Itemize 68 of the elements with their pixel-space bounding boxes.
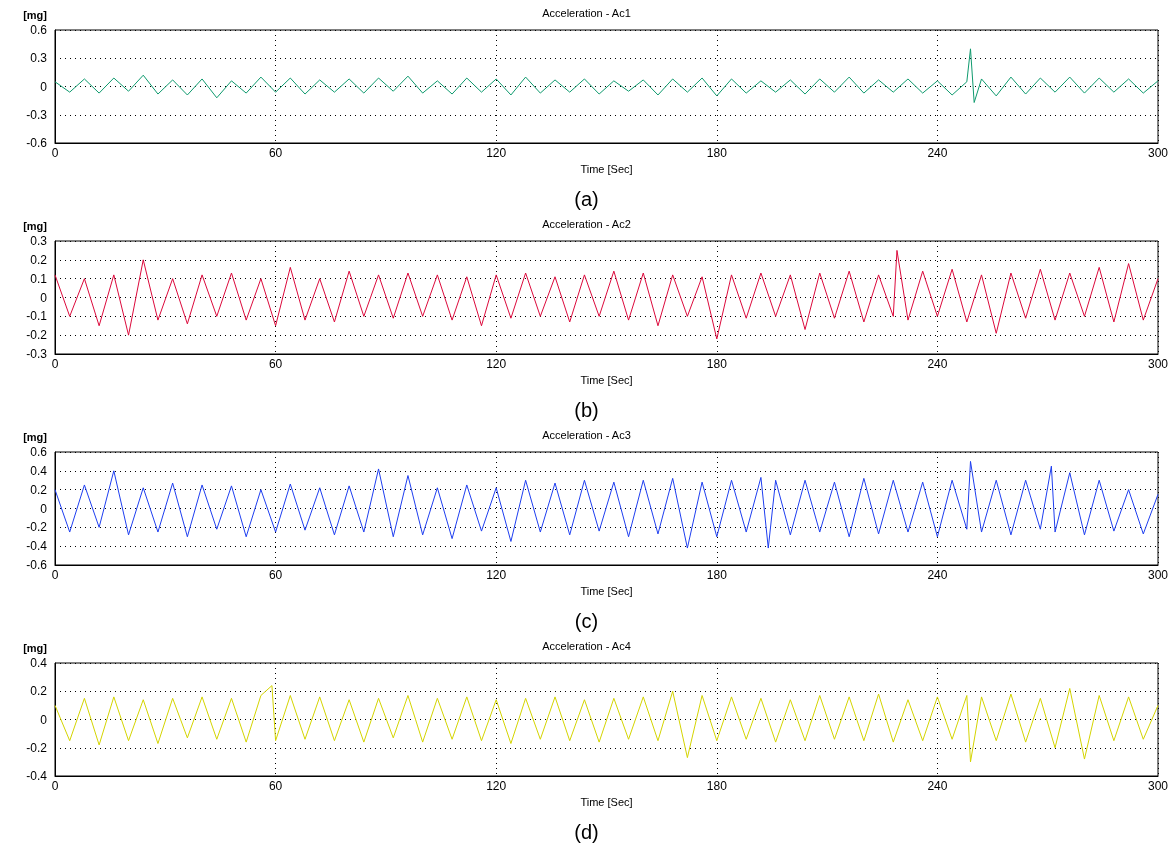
x-tick-label: 180 bbox=[706, 568, 728, 582]
x-tick-label: 60 bbox=[268, 357, 283, 371]
y-tick-label: 0.2 bbox=[30, 252, 48, 267]
y-tick-label: 0.4 bbox=[30, 656, 48, 670]
y-tick-label: -0.2 bbox=[26, 328, 48, 343]
y-tick-label: 0 bbox=[40, 79, 48, 94]
x-tick-label: 300 bbox=[1147, 357, 1169, 371]
x-axis-title: Time [Sec] bbox=[580, 374, 633, 387]
y-tick-label: -0.4 bbox=[26, 769, 48, 783]
y-tick-label: -0.4 bbox=[26, 539, 48, 554]
y-tick-label: 0.1 bbox=[30, 271, 48, 286]
x-axis-title: Time [Sec] bbox=[580, 796, 633, 809]
x-tick-label: 180 bbox=[706, 146, 728, 160]
y-tick-label: 0.4 bbox=[30, 463, 48, 478]
y-tick-label: 0.3 bbox=[30, 234, 48, 248]
x-tick-label: 240 bbox=[927, 779, 948, 793]
x-tick-label: 120 bbox=[486, 146, 507, 160]
x-tick-label: 0 bbox=[51, 568, 59, 582]
y-tick-label: 0.6 bbox=[30, 445, 48, 459]
x-tick-label: 180 bbox=[706, 779, 728, 793]
text: (b) bbox=[574, 399, 599, 421]
y-axis-title: [mg] bbox=[23, 8, 48, 21]
y-axis-title: [mg] bbox=[23, 641, 48, 654]
chart-title: Acceleration - Ac4 bbox=[542, 639, 631, 652]
x-tick-label: 300 bbox=[1147, 146, 1169, 160]
x-tick-label: 240 bbox=[927, 357, 948, 371]
x-tick-label: 300 bbox=[1147, 568, 1169, 582]
x-tick-label: 180 bbox=[706, 357, 728, 371]
y-tick-label: 0 bbox=[40, 501, 48, 516]
x-tick-label: 0 bbox=[51, 779, 59, 793]
x-tick-label: 300 bbox=[1147, 779, 1169, 793]
y-tick-label: -0.1 bbox=[26, 309, 48, 324]
x-tick-label: 0 bbox=[51, 357, 59, 371]
y-tick-label: 0.3 bbox=[30, 51, 48, 66]
y-tick-label: -0.2 bbox=[26, 740, 48, 755]
x-tick-label: 60 bbox=[268, 146, 283, 160]
y-tick-label: 0.2 bbox=[30, 684, 48, 699]
x-tick-label: 120 bbox=[486, 568, 507, 582]
chart-title: Acceleration - Ac3 bbox=[542, 428, 631, 441]
y-axis-title: [mg] bbox=[23, 430, 48, 443]
y-axis-title: [mg] bbox=[23, 219, 48, 232]
x-tick-label: 120 bbox=[486, 357, 507, 371]
x-tick-label: 0 bbox=[51, 146, 59, 160]
x-tick-label: 120 bbox=[486, 779, 507, 793]
x-axis-title: Time [Sec] bbox=[580, 163, 633, 176]
x-tick-label: 60 bbox=[268, 568, 283, 582]
x-tick-label: 60 bbox=[268, 779, 283, 793]
line-series bbox=[54, 460, 1159, 549]
chart-title: Acceleration - Ac1 bbox=[542, 6, 631, 19]
y-tick-label: -0.6 bbox=[26, 558, 48, 572]
line-series bbox=[54, 685, 1159, 763]
y-tick-label: -0.3 bbox=[26, 347, 48, 361]
x-tick-label: 240 bbox=[927, 146, 948, 160]
line-series bbox=[54, 249, 1159, 340]
y-tick-label: 0.2 bbox=[30, 482, 48, 497]
x-tick-label: 240 bbox=[927, 568, 948, 582]
y-tick-label: 0 bbox=[40, 712, 48, 727]
text: (d) bbox=[574, 821, 599, 843]
text: (c) bbox=[574, 610, 599, 632]
y-tick-label: 0.6 bbox=[30, 23, 48, 37]
line-series bbox=[54, 48, 1159, 104]
text: (a) bbox=[574, 188, 599, 210]
y-tick-label: 0 bbox=[40, 290, 48, 305]
y-tick-label: -0.3 bbox=[26, 107, 48, 122]
y-tick-label: -0.2 bbox=[26, 520, 48, 535]
y-tick-label: -0.6 bbox=[26, 136, 48, 150]
x-axis-title: Time [Sec] bbox=[580, 585, 633, 598]
chart-title: Acceleration - Ac2 bbox=[542, 217, 631, 230]
